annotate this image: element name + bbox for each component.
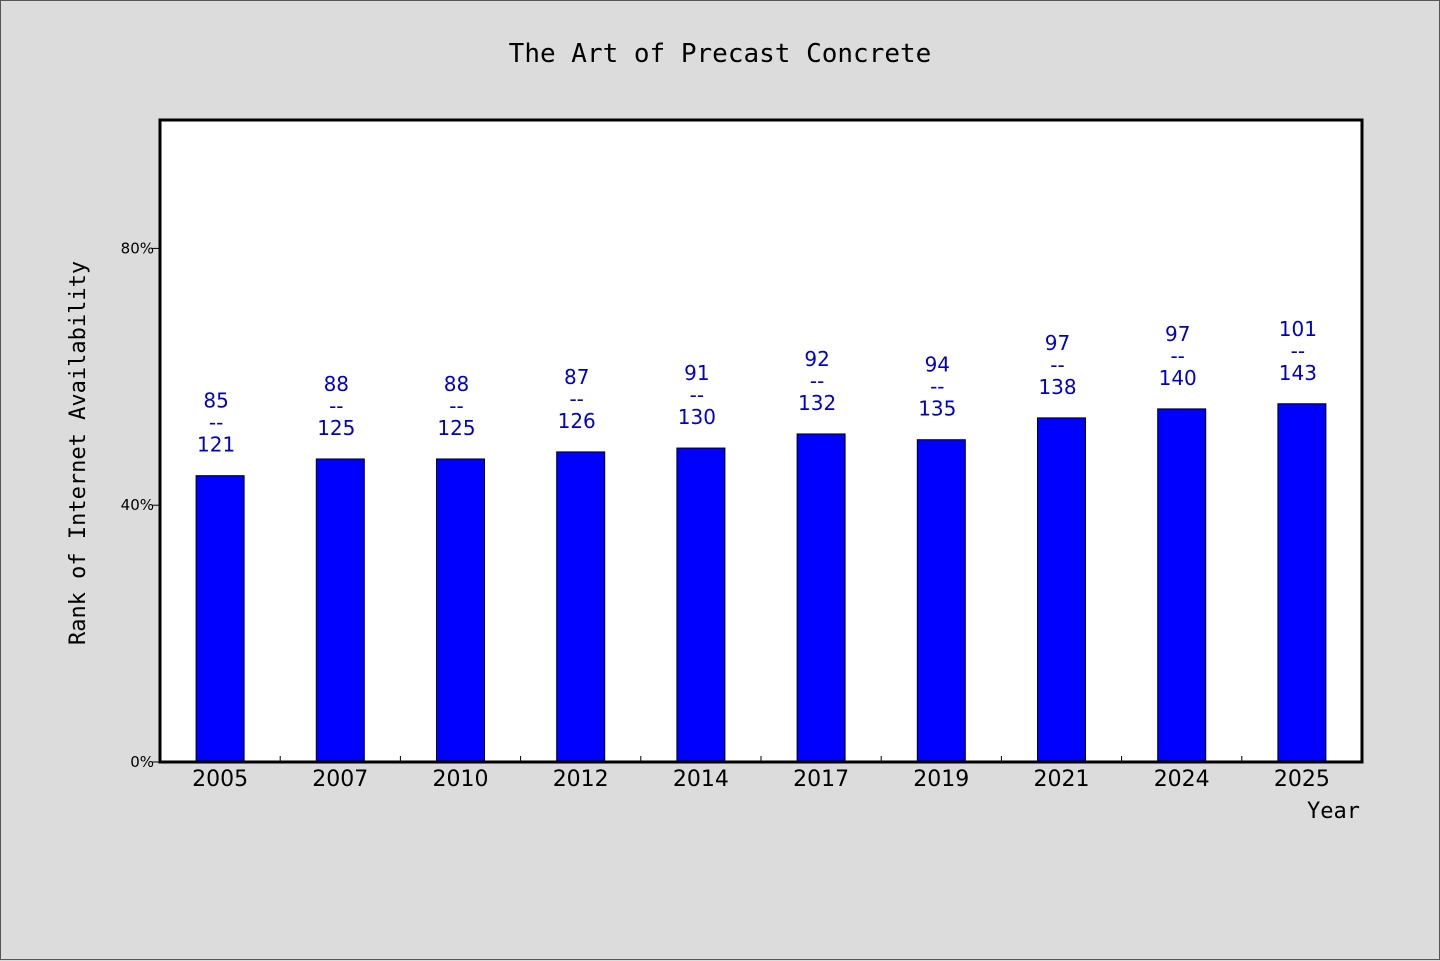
data-label-top: 94 xyxy=(925,353,950,377)
x-tick-label: 2010 xyxy=(433,767,489,792)
x-tick-label: 2005 xyxy=(192,767,248,792)
x-tick-label: 2017 xyxy=(793,767,849,792)
data-label-bottom: 135 xyxy=(918,397,956,421)
bar xyxy=(796,433,846,763)
x-tick-label: 2025 xyxy=(1274,767,1330,792)
y-tick-label: 40% xyxy=(121,496,154,514)
data-label-separator: -- xyxy=(209,411,223,435)
y-tick-label: 80% xyxy=(121,239,154,257)
data-label-separator: -- xyxy=(449,394,463,418)
bar xyxy=(1037,417,1086,763)
data-label-bottom: 138 xyxy=(1038,375,1076,399)
data-label-bottom: 140 xyxy=(1159,366,1197,390)
bar xyxy=(1157,408,1207,763)
plot-border xyxy=(158,118,1364,764)
data-label-separator: -- xyxy=(690,383,704,407)
x-tick-label: 2012 xyxy=(553,767,609,792)
y-tick-label: 0% xyxy=(130,753,154,771)
data-label-separator: -- xyxy=(1291,339,1305,363)
data-label-bottom: 132 xyxy=(798,391,836,415)
x-tick-label: 2024 xyxy=(1154,767,1210,792)
data-label-top: 88 xyxy=(444,372,469,396)
data-label-top: 97 xyxy=(1165,322,1190,346)
data-label-top: 88 xyxy=(324,372,349,396)
data-label-separator: -- xyxy=(569,387,583,411)
data-label-separator: -- xyxy=(1050,353,1064,377)
bar xyxy=(556,451,606,763)
data-label-top: 97 xyxy=(1045,331,1070,355)
data-label-top: 87 xyxy=(564,365,589,389)
x-tick-label: 2007 xyxy=(312,767,368,792)
bar xyxy=(195,475,245,763)
data-label-bottom: 125 xyxy=(317,416,355,440)
bar xyxy=(676,447,726,763)
data-label-bottom: 121 xyxy=(197,433,235,457)
data-label-top: 91 xyxy=(684,361,709,385)
bar xyxy=(436,458,485,763)
chart-title: The Art of Precast Concrete xyxy=(509,39,932,69)
data-label-bottom: 125 xyxy=(437,416,475,440)
data-label-top: 101 xyxy=(1279,317,1317,341)
x-tick-label: 2019 xyxy=(913,767,969,792)
data-label-separator: -- xyxy=(1170,344,1184,368)
data-label-bottom: 126 xyxy=(558,409,596,433)
data-label-top: 92 xyxy=(804,347,829,371)
data-label-separator: -- xyxy=(810,369,824,393)
bar xyxy=(916,439,966,763)
bar xyxy=(1277,403,1327,763)
x-tick-label: 2014 xyxy=(673,767,729,792)
data-label-bottom: 143 xyxy=(1279,361,1317,385)
data-label-bottom: 130 xyxy=(678,405,716,429)
bar xyxy=(315,458,365,763)
data-label-separator: -- xyxy=(930,375,944,399)
x-tick-label: 2021 xyxy=(1034,767,1090,792)
data-label-top: 85 xyxy=(203,389,228,413)
chart-marks: 0%40%80%200585--121200788--125201088--12… xyxy=(121,239,1330,792)
x-axis-title: Year xyxy=(1307,799,1360,824)
y-axis-title: Rank of Internet Availability xyxy=(66,261,91,645)
data-label-separator: -- xyxy=(329,394,343,418)
